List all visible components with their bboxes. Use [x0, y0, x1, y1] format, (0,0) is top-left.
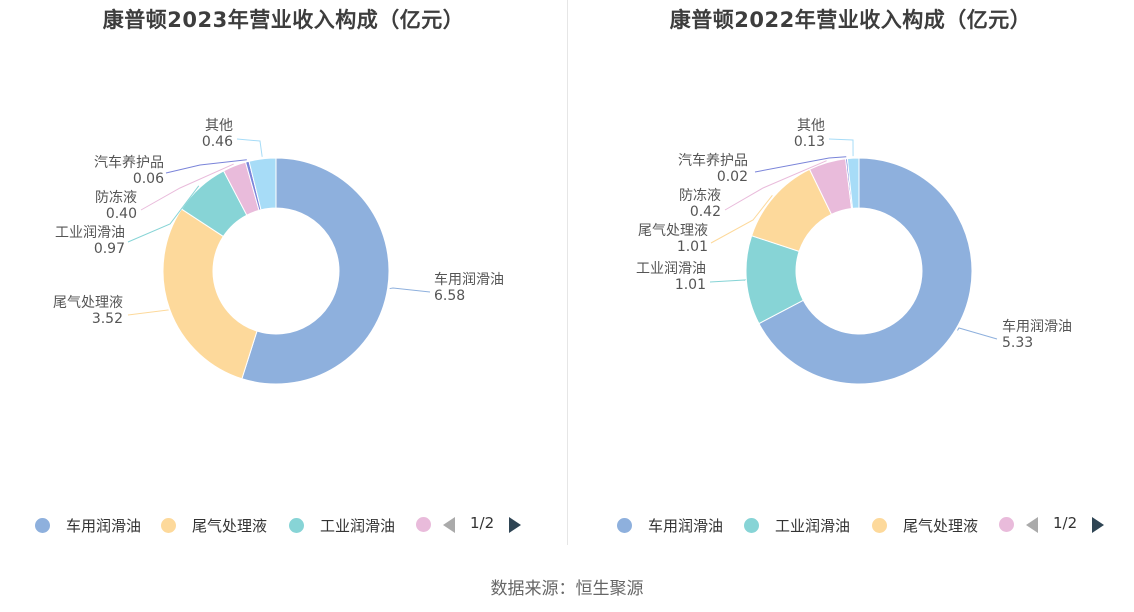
legend-next-page-icon[interactable] [509, 517, 521, 533]
donut-chart-2023: 车用润滑油6.58尾气处理液3.52工业润滑油0.97防冻液0.40汽车养护品0… [53, 118, 504, 385]
legend-swatch [872, 517, 887, 533]
legend-next-page-icon[interactable] [1092, 517, 1104, 533]
chart-title-2022: 康普顿2022年营业收入构成（亿元） [669, 8, 1032, 32]
leader-line-6 [828, 138, 854, 157]
slice-label-name-1: 车用润滑油 [434, 271, 504, 288]
legend-item-2[interactable]: 尾气处理液 [161, 512, 267, 538]
legend-swatch [744, 517, 759, 533]
slice-label-name-3: 尾气处理液 [638, 223, 708, 239]
leader-line-4 [140, 163, 234, 211]
slice-label-value-4: 0.40 [106, 206, 137, 222]
leader-line-1 [389, 287, 431, 293]
legend-prev-page-icon[interactable] [1026, 517, 1038, 533]
legend-prev-page-icon[interactable] [443, 517, 455, 533]
slice-label-value-2: 3.52 [92, 311, 123, 327]
legend-label: 尾气处理液 [192, 516, 268, 535]
chart-panel-2022: 康普顿2022年营业收入构成（亿元） 车用润滑油 5.33 工业润滑油 1.01 尾气处… [567, 0, 1134, 545]
legend-item-1[interactable]: 车用润滑油 [35, 512, 141, 538]
legend-label: 车用润滑油 [648, 516, 724, 535]
slice-label-value-4: 0.42 [690, 204, 721, 220]
slice-label-name-6: 其他 [797, 118, 825, 134]
slice-label-value-6: 0.46 [202, 134, 233, 150]
slice-label-name-5: 汽车养护品 [678, 152, 748, 169]
slice-label-name-4: 防冻液 [679, 187, 721, 204]
slice-label-name-1: 车用润滑油 [1002, 318, 1072, 335]
slice-label-name-6: 其他 [205, 118, 233, 134]
slice-label-value-5: 0.02 [717, 169, 748, 185]
leader-line-5 [165, 159, 247, 174]
slice-label-name-4: 防冻液 [95, 189, 137, 206]
legend-page-indicator: 1/2 [470, 514, 495, 532]
legend-swatch-partial[interactable] [416, 517, 431, 532]
slice-label-name-5: 汽车养护品 [94, 154, 164, 171]
legend-item-1[interactable]: 车用润滑油 [617, 512, 723, 538]
slice-label-name-2: 尾气处理液 [53, 295, 123, 311]
legend-item-2[interactable]: 工业润滑油 [744, 512, 850, 538]
leader-line-4 [724, 160, 827, 211]
slice-label-value-3: 1.01 [677, 239, 708, 255]
leader-line-5 [754, 156, 847, 173]
donut-chart-2022: 车用润滑油5.33工业润滑油1.01尾气处理液1.01防冻液0.42汽车养护品0… [636, 118, 1072, 385]
slice-label-value-2: 1.01 [675, 277, 706, 293]
leader-line-3 [127, 185, 200, 243]
legend-label: 工业润滑油 [320, 516, 396, 535]
legend-item-3[interactable]: 尾气处理液 [872, 512, 978, 538]
pie-slice-1[interactable] [241, 157, 390, 385]
legend-2022: 车用润滑油 工业润滑油 尾气处理液 1/2 [567, 512, 1134, 540]
legend-2023: 车用润滑油 尾气处理液 工业润滑油 1/2 [0, 512, 567, 540]
legend-swatch [35, 517, 50, 533]
pie-slice-1[interactable] [758, 157, 973, 385]
leader-line-6 [236, 138, 263, 157]
pie-slice-2[interactable] [162, 208, 258, 380]
leader-line-2 [127, 309, 169, 316]
leader-line-1 [957, 327, 998, 340]
slice-label-name-3: 工业润滑油 [55, 224, 125, 241]
legend-swatch-partial[interactable] [999, 517, 1014, 532]
legend-item-3[interactable]: 工业润滑油 [289, 512, 395, 538]
legend-label: 尾气处理液 [903, 516, 979, 535]
legend-swatch [617, 517, 632, 533]
pie-slice-6[interactable] [846, 157, 860, 209]
leader-line-2 [709, 279, 747, 283]
legend-label: 工业润滑油 [775, 516, 851, 535]
slice-label-value-6: 0.13 [794, 134, 825, 150]
slice-label-value-5: 0.06 [133, 171, 164, 187]
legend-swatch [161, 517, 176, 533]
slice-label-name-2: 工业润滑油 [636, 260, 706, 277]
legend-swatch [289, 517, 304, 533]
chart-title-2023: 康普顿2023年营业收入构成（亿元） [102, 8, 465, 32]
pie-slice-6[interactable] [248, 157, 277, 211]
legend-page-indicator: 1/2 [1053, 514, 1078, 532]
data-source: 数据来源：恒生聚源 [490, 579, 644, 599]
panel-divider [567, 0, 568, 545]
chart-panel-2023: 康普顿2023年营业收入构成（亿元） 车用润滑油 6.58 尾气处理液 3.52 工业润… [0, 0, 567, 545]
legend-label: 车用润滑油 [66, 516, 142, 535]
slice-label-value-1: 5.33 [1002, 335, 1033, 351]
leader-line-3 [710, 195, 773, 244]
slice-label-value-3: 0.97 [94, 241, 125, 257]
slice-label-value-1: 6.58 [434, 288, 465, 304]
